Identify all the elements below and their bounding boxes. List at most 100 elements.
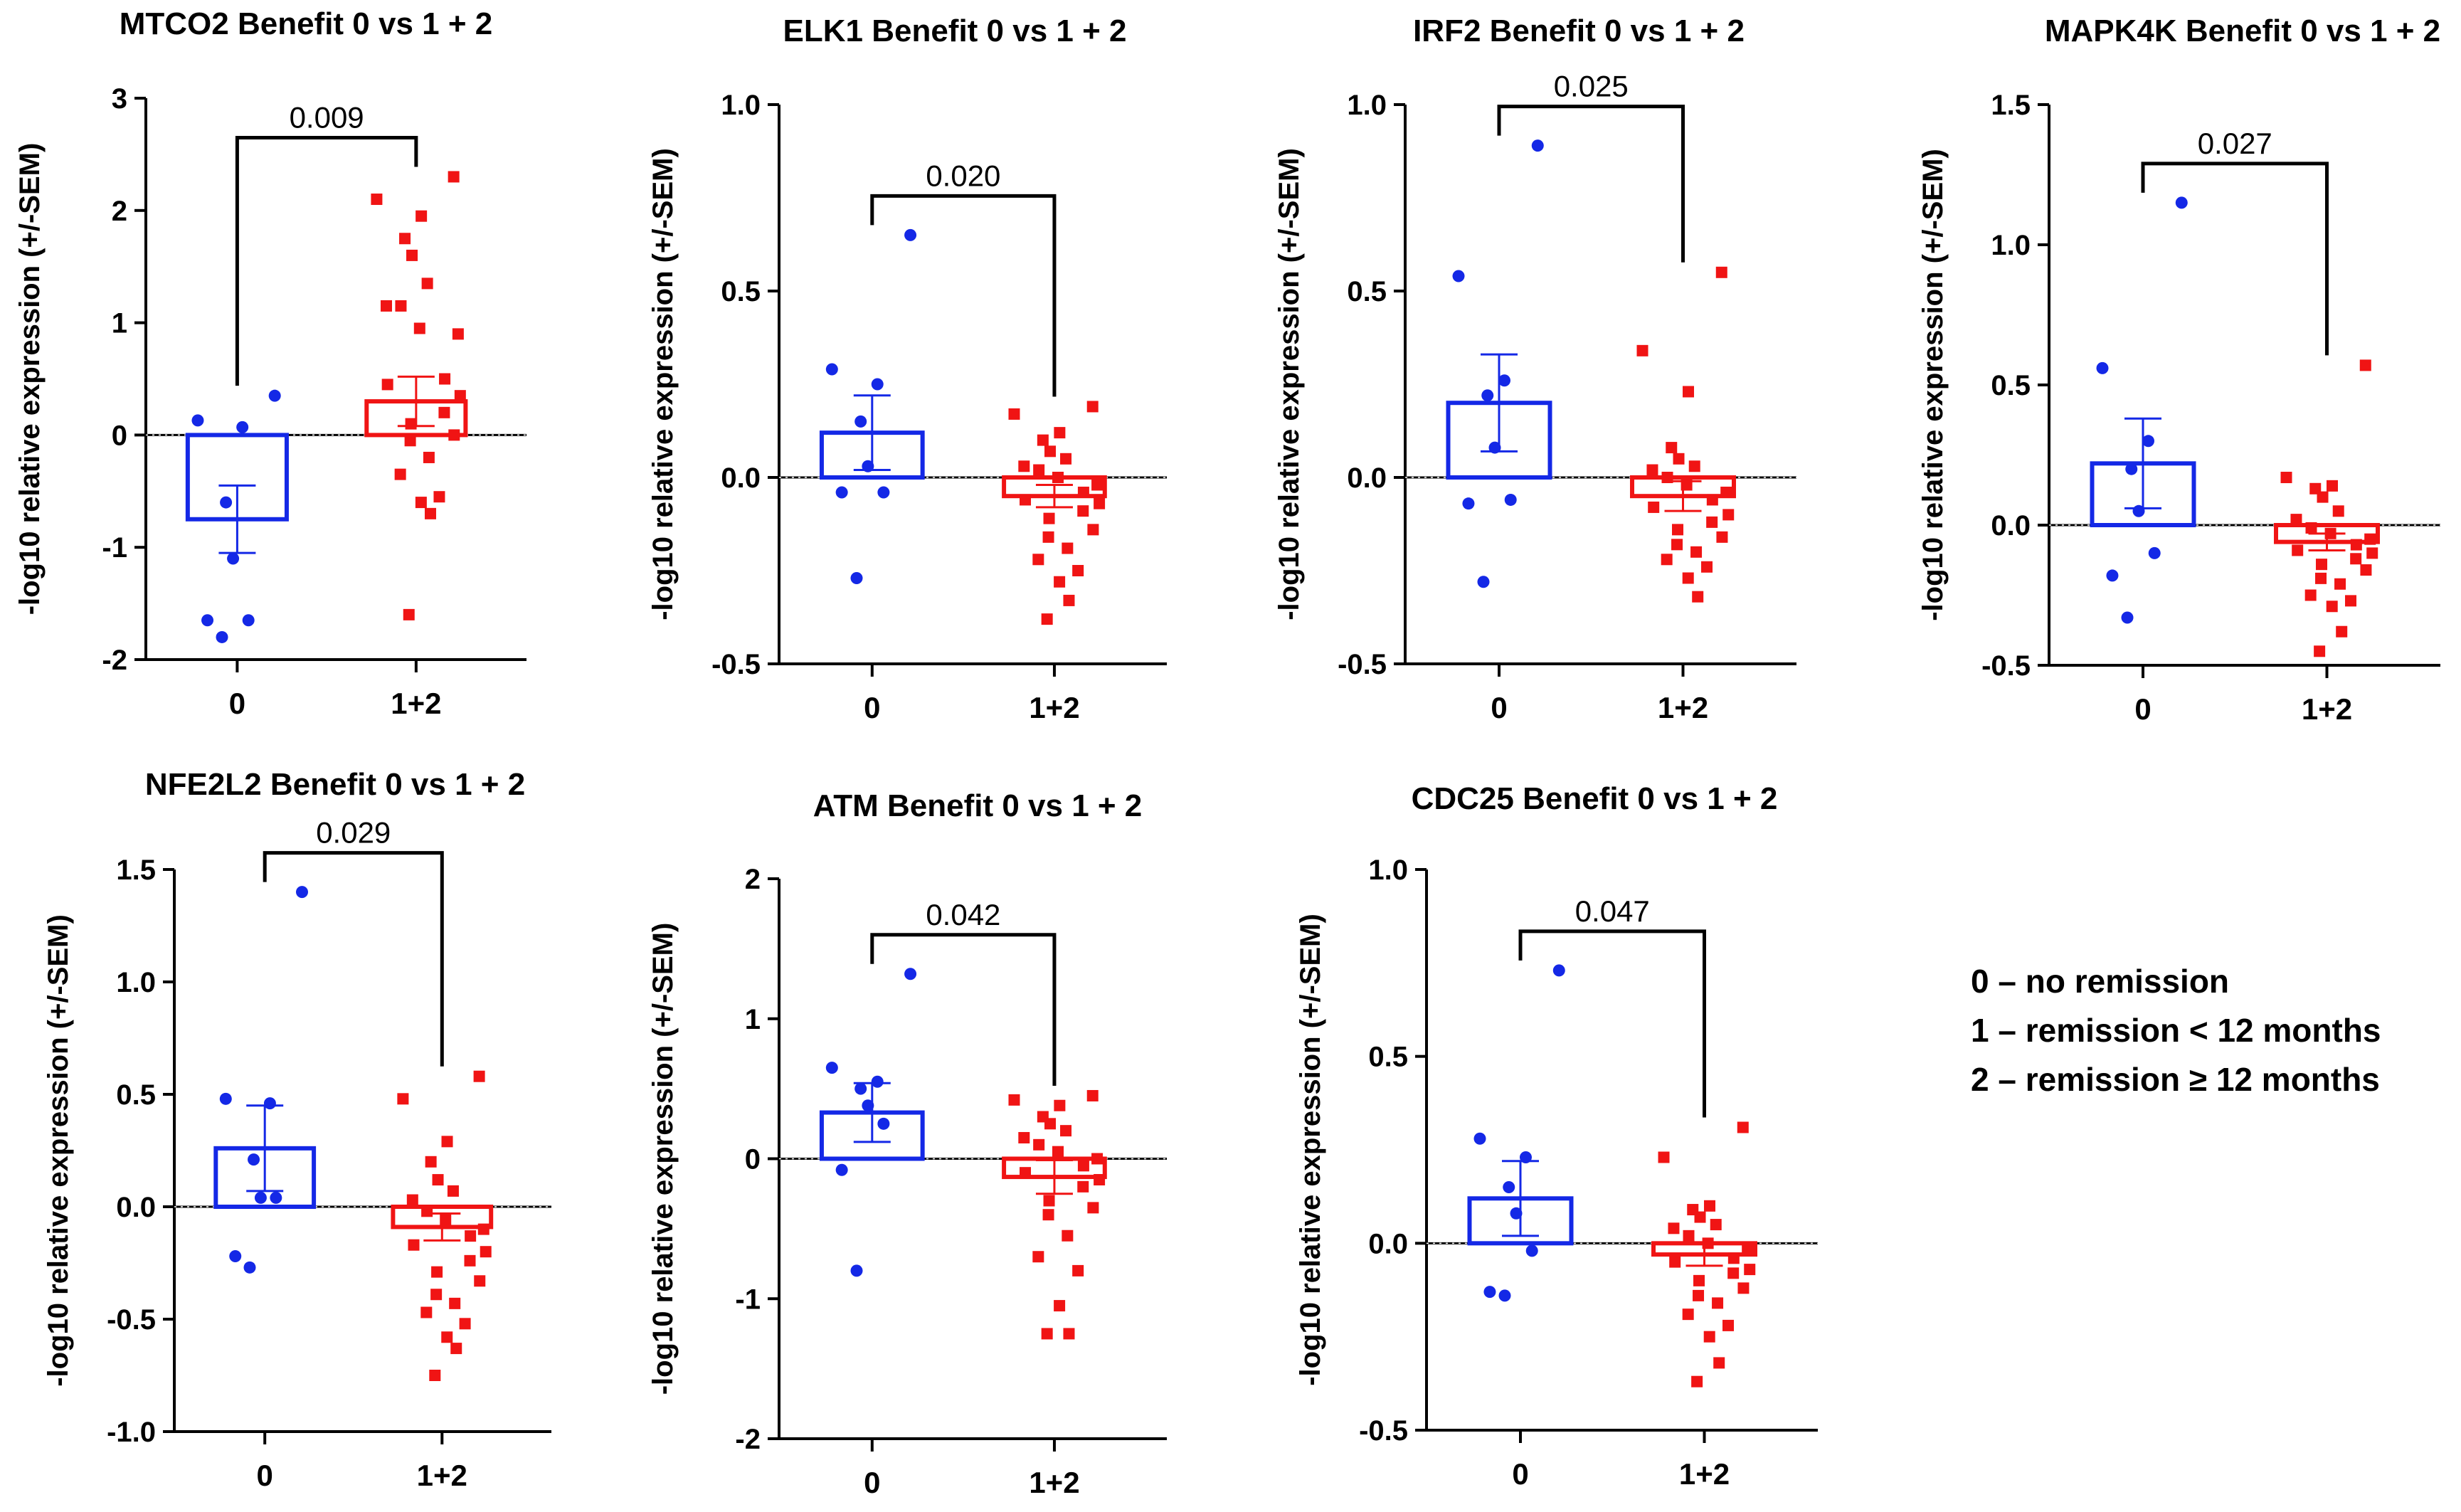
data-point — [425, 1156, 437, 1168]
data-point — [1706, 494, 1718, 506]
data-point — [1094, 497, 1106, 509]
data-point — [2132, 504, 2145, 517]
data-point — [1703, 1200, 1715, 1212]
data-point — [1720, 486, 1732, 498]
data-point — [1683, 1230, 1695, 1242]
legend-item-1: 1 – remission < 12 months — [1971, 1012, 2381, 1049]
data-point — [2290, 514, 2302, 526]
data-point — [1043, 512, 1055, 524]
data-point — [1498, 374, 1510, 387]
panel-4: MAPK4K Benefit 0 vs 1 + 2 -log10 relative… — [1917, 14, 2440, 726]
panel-title: ELK1 Benefit 0 vs 1 + 2 — [783, 14, 1127, 48]
y-tick-label: 1.5 — [116, 855, 156, 886]
x-tick-label: 1+2 — [1029, 1466, 1079, 1499]
x-tick-label: 1+2 — [1679, 1457, 1730, 1491]
data-point — [2317, 491, 2329, 503]
panel-title: MTCO2 Benefit 0 vs 1 + 2 — [120, 6, 493, 41]
data-point — [1077, 505, 1089, 517]
y-tick-label: 0.0 — [1991, 510, 2031, 541]
panel-5: NFE2L2 Benefit 0 vs 1 + 2 -log10 relative… — [43, 767, 551, 1492]
p-value-label: 0.027 — [2198, 127, 2272, 160]
data-point — [449, 1297, 461, 1309]
data-point — [1682, 572, 1694, 584]
y-tick-label: 0.5 — [1347, 276, 1387, 307]
data-point — [459, 1318, 471, 1330]
data-point — [1503, 1181, 1515, 1194]
data-point — [1727, 1252, 1740, 1264]
data-point — [1648, 501, 1660, 513]
x-tick-label: 0 — [229, 687, 245, 720]
data-point — [1673, 453, 1685, 465]
data-point — [854, 1082, 867, 1095]
data-point — [1008, 408, 1020, 420]
data-point — [2304, 589, 2317, 601]
data-point — [1052, 472, 1064, 483]
data-point — [191, 414, 204, 427]
data-point — [1077, 486, 1089, 498]
data-point — [1033, 1138, 1045, 1151]
data-point — [1477, 576, 1490, 588]
data-point — [403, 608, 415, 620]
data-point — [2336, 625, 2348, 638]
data-point — [1693, 1289, 1705, 1301]
data-point — [1042, 531, 1054, 543]
data-point — [1661, 554, 1673, 566]
data-point — [1481, 389, 1494, 402]
data-point — [421, 1205, 433, 1217]
data-point — [1091, 1153, 1104, 1165]
data-point — [448, 429, 460, 441]
data-point — [2350, 553, 2362, 565]
panel-7: CDC25 Benefit 0 vs 1 + 2 -log10 relative … — [1295, 781, 1818, 1491]
data-point — [2326, 601, 2338, 613]
data-point — [1692, 591, 1704, 603]
data-point — [2121, 611, 2134, 624]
y-axis-label: -log10 relative expression (+/-SEM) — [1917, 149, 1949, 621]
data-point — [1690, 546, 1703, 558]
data-point — [1488, 441, 1501, 454]
p-value-label: 0.029 — [316, 816, 391, 850]
data-point — [464, 1254, 476, 1267]
data-point — [1041, 1328, 1053, 1340]
data-point — [1060, 1125, 1072, 1137]
data-point — [1693, 1274, 1705, 1286]
x-tick-label: 1+2 — [417, 1459, 467, 1492]
y-tick-label: 0.5 — [116, 1079, 156, 1111]
data-point — [263, 1097, 276, 1110]
data-point — [1060, 453, 1072, 465]
data-point — [420, 1306, 433, 1318]
y-tick-label: -0.5 — [711, 649, 761, 680]
panel-title: ATM Benefit 0 vs 1 + 2 — [813, 788, 1143, 823]
x-tick-label: 1+2 — [2302, 692, 2352, 726]
data-point — [432, 1174, 444, 1186]
y-tick-label: 1.0 — [721, 90, 761, 121]
data-point — [236, 421, 249, 433]
data-point — [1702, 1237, 1714, 1249]
x-tick-label: 1+2 — [1029, 691, 1079, 724]
data-point — [1552, 964, 1565, 977]
data-point — [243, 1261, 256, 1274]
data-point — [2106, 569, 2119, 582]
data-point — [1452, 270, 1465, 282]
data-point — [2326, 480, 2338, 492]
data-point — [441, 1331, 453, 1343]
x-tick-label: 0 — [257, 1459, 273, 1492]
data-point — [1710, 1219, 1722, 1231]
data-point — [1020, 494, 1032, 506]
data-point — [1473, 1132, 1486, 1145]
data-point — [1681, 479, 1693, 491]
data-point — [1666, 442, 1678, 454]
data-point — [1077, 1180, 1089, 1193]
data-point — [1661, 472, 1673, 483]
data-point — [1744, 1264, 1756, 1276]
y-tick-label: -0.5 — [1359, 1415, 1408, 1447]
data-point — [421, 277, 433, 290]
data-point — [1669, 1256, 1681, 1268]
data-point — [1018, 460, 1030, 472]
data-point — [862, 460, 874, 472]
data-point — [394, 468, 406, 480]
data-point — [1636, 344, 1648, 356]
data-point — [1462, 497, 1475, 510]
data-point — [1020, 1167, 1032, 1179]
data-point — [1087, 1202, 1099, 1214]
